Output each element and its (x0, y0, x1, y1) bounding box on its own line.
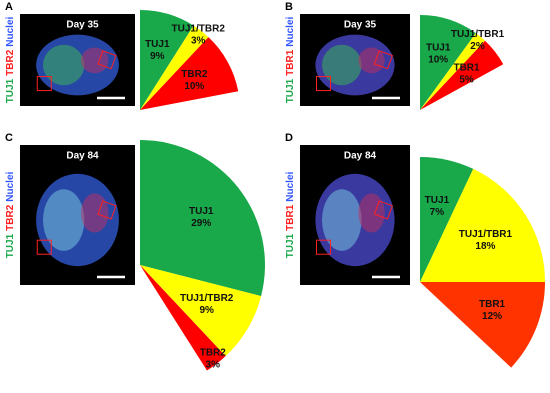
panel-letter: B (285, 1, 293, 13)
slice-value: 3% (191, 36, 206, 47)
slice-label: TBR2 (181, 69, 208, 80)
pie-slice (420, 15, 476, 110)
pie-slice (140, 37, 239, 111)
roi-box (36, 239, 52, 255)
roi-box (373, 50, 393, 70)
slice-label: TUJ1/TBR1 (451, 29, 505, 40)
slice-label: TUJ1 (426, 43, 451, 54)
stain-name: TBR2 (5, 49, 16, 76)
slice-value: 9% (150, 51, 165, 62)
stain-name: TUJ1 (5, 233, 16, 258)
slice-value: 7% (430, 207, 445, 218)
pie-slice (420, 40, 504, 110)
stain-label: TUJ1 TBR2 Nuclei (5, 171, 16, 258)
tissue-red (80, 193, 109, 233)
tissue-red (358, 193, 385, 233)
slice-label: TUJ1/TBR2 (180, 293, 234, 304)
slice-label: TUJ1/TBR2 (172, 24, 226, 35)
roi-box (316, 76, 331, 92)
slice-label: TBR2 (200, 347, 227, 358)
pie-slice (420, 282, 545, 368)
slice-value: 10% (184, 81, 204, 92)
stain-label: TUJ1 TBR1 Nuclei (285, 16, 296, 103)
pie-slice (140, 10, 194, 110)
slice-value: 10% (428, 55, 448, 66)
stain-name: TBR1 (285, 204, 296, 231)
stain-name: TUJ1 (285, 233, 296, 258)
stain-name: TBR1 (285, 49, 296, 76)
panel-letter: D (285, 132, 293, 144)
slice-value: 18% (475, 241, 495, 252)
roi-box (36, 76, 52, 92)
stain-name: TBR2 (5, 204, 16, 231)
tissue-edge (322, 44, 362, 86)
stain-label: TUJ1 TBR1 Nuclei (285, 171, 296, 258)
panel-letter: A (5, 1, 13, 13)
pie-slice (420, 168, 545, 282)
roi-box (97, 200, 117, 220)
pie-slice (140, 265, 226, 371)
day-label: Day 84 (66, 151, 99, 162)
stain-name: TUJ1 (285, 78, 296, 103)
pie-slice (140, 140, 265, 297)
stain-label: TUJ1 TBR2 Nuclei (5, 16, 16, 103)
stain-name: Nuclei (285, 16, 296, 46)
day-label: Day 84 (344, 151, 377, 162)
pie-slice (140, 25, 209, 110)
pie-slice (140, 265, 262, 357)
roi-box (316, 239, 331, 255)
slice-label: TUJ1 (145, 39, 170, 50)
tissue-edge (322, 189, 362, 251)
pie-slice (420, 157, 474, 282)
slice-label: TBR1 (453, 63, 480, 74)
day-label: Day 35 (66, 20, 99, 31)
slice-label: TUJ1 (189, 206, 214, 217)
stain-name: Nuclei (5, 16, 16, 46)
stain-name: TUJ1 (5, 78, 16, 103)
tissue-edge (43, 44, 85, 86)
slice-label: TBR1 (479, 299, 506, 310)
slice-value: 3% (206, 359, 221, 370)
stain-name: Nuclei (5, 171, 16, 201)
slice-value: 12% (482, 311, 502, 322)
pie-slice (420, 33, 486, 110)
slice-value: 5% (459, 75, 474, 86)
tissue-edge (43, 189, 85, 251)
slice-value: 2% (470, 41, 485, 52)
day-label: Day 35 (344, 20, 377, 31)
slice-label: TUJ1 (425, 195, 450, 206)
roi-box (97, 50, 117, 70)
slice-value: 29% (191, 218, 211, 229)
stain-name: Nuclei (285, 171, 296, 201)
slice-value: 9% (199, 305, 214, 316)
panel-letter: C (5, 132, 13, 144)
slice-label: TUJ1/TBR1 (459, 229, 513, 240)
roi-box (373, 200, 393, 220)
